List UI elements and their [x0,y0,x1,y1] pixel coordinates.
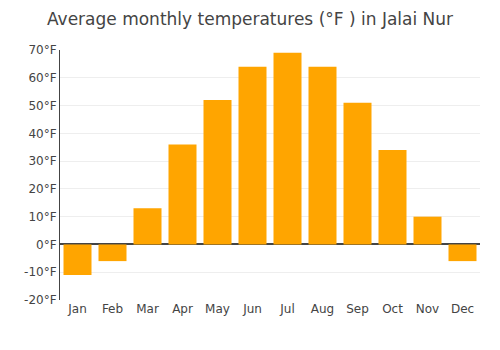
svg-text:Jun: Jun [242,302,262,316]
svg-text:40°F: 40°F [28,127,56,141]
svg-text:Apr: Apr [172,302,193,316]
svg-text:30°F: 30°F [28,154,56,168]
svg-text:Aug: Aug [311,302,334,316]
svg-text:0°F: 0°F [36,238,57,252]
svg-text:-10°F: -10°F [24,265,57,279]
svg-text:-20°F: -20°F [24,293,57,307]
svg-text:50°F: 50°F [28,99,56,113]
svg-text:Average monthly temperatures (: Average monthly temperatures (°F ) in Ja… [47,9,453,29]
svg-text:May: May [205,302,230,316]
svg-text:Dec: Dec [451,302,474,316]
svg-text:Mar: Mar [136,302,159,316]
svg-text:60°F: 60°F [28,71,56,85]
svg-text:Nov: Nov [416,302,439,316]
svg-text:20°F: 20°F [28,182,56,196]
svg-text:Feb: Feb [102,302,123,316]
svg-text:Jul: Jul [279,302,294,316]
svg-text:70°F: 70°F [28,43,56,57]
svg-text:10°F: 10°F [28,210,56,224]
svg-text:Oct: Oct [382,302,403,316]
svg-text:Sep: Sep [346,302,369,316]
svg-text:Jan: Jan [67,302,87,316]
